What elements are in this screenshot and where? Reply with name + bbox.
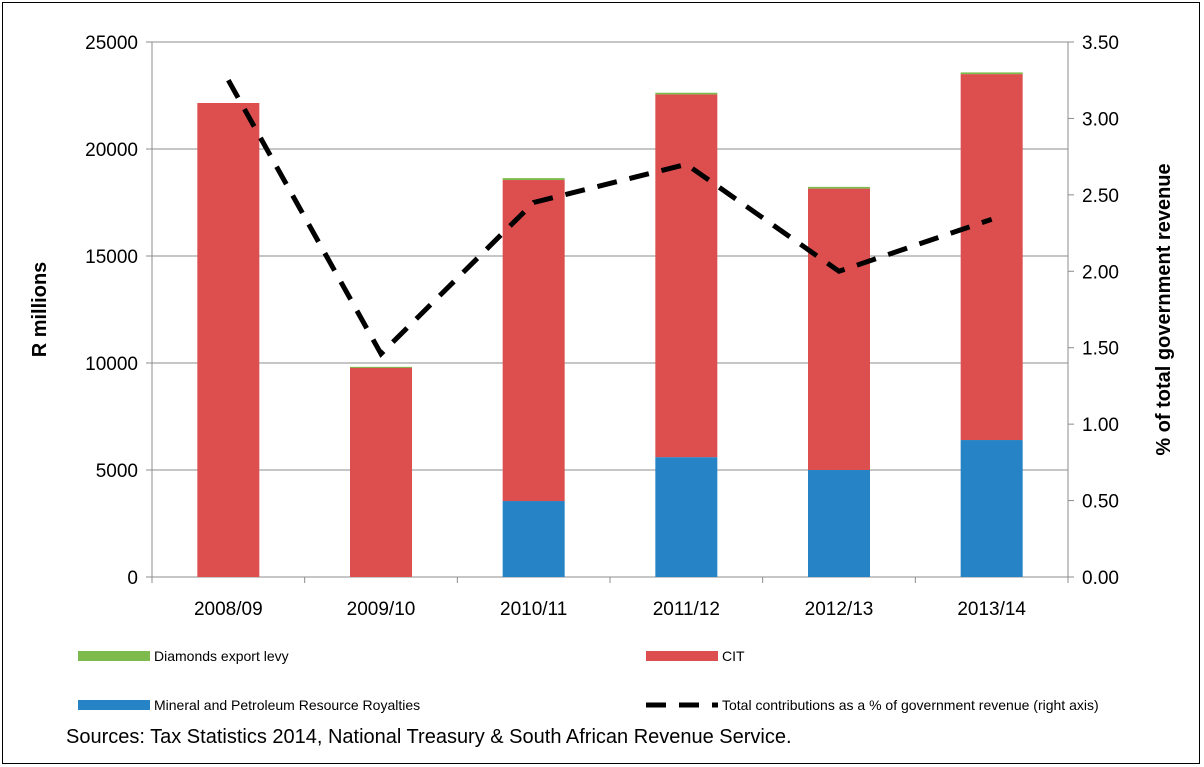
bar-segment (502, 178, 565, 181)
y2-tick-label: 3.50 (1082, 33, 1119, 54)
y-tick-label: 0 (127, 568, 138, 589)
y2-tick-label: 1.00 (1082, 415, 1119, 436)
bar-segment (960, 74, 1023, 441)
y2-axis-title: % of total government revenue (1153, 163, 1175, 455)
y-tick-label: 25000 (85, 33, 138, 54)
y2-tick-label: 3.00 (1082, 109, 1119, 130)
bar-segment (960, 440, 1023, 577)
bar-segment (808, 186, 870, 189)
legend-label: Diamonds export levy (154, 648, 289, 664)
x-tick-label: 2012/13 (805, 599, 874, 620)
y2-tick-label: 0.50 (1082, 492, 1119, 513)
bar-segment (502, 501, 565, 577)
bar-segment (350, 366, 412, 368)
bar-segment (960, 72, 1023, 75)
x-tick-label: 2009/10 (347, 599, 416, 620)
x-tick-label: 2010/11 (500, 599, 567, 620)
legend-label: CIT (722, 648, 745, 664)
x-tick-label: 2013/14 (957, 599, 1026, 620)
legend-label: Mineral and Petroleum Resource Royalties (154, 697, 420, 713)
bar-segment (350, 367, 412, 577)
source-note: Sources: Tax Statistics 2014, National T… (66, 726, 792, 748)
y-tick-label: 10000 (85, 354, 138, 375)
y-axis-title: R millions (29, 262, 51, 358)
y2-tick-label: 2.00 (1082, 262, 1119, 283)
y2-tick-label: 1.50 (1082, 339, 1119, 360)
x-tick-label: 2008/09 (194, 599, 263, 620)
y-tick-label: 15000 (85, 247, 138, 268)
legend-swatch (646, 651, 718, 661)
bar-segment (655, 457, 718, 577)
legend-swatch (78, 700, 150, 710)
bar-segment (808, 470, 870, 577)
legend-swatch (78, 651, 150, 661)
series-line-total-pct (226, 78, 993, 358)
bar-segment (655, 92, 718, 95)
y2-tick-label: 2.50 (1082, 186, 1119, 207)
bar-segment (808, 188, 870, 470)
bar-segment (655, 94, 718, 458)
y-tick-label: 5000 (96, 461, 138, 482)
x-tick-label: 2011/12 (653, 599, 720, 620)
bar-segment (502, 180, 565, 502)
bar-segment (197, 102, 260, 578)
y-tick-label: 20000 (85, 140, 138, 161)
legend-label: Total contributions as a % of government… (722, 697, 1099, 713)
y2-tick-label: 0.00 (1082, 568, 1119, 589)
